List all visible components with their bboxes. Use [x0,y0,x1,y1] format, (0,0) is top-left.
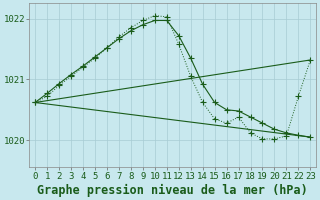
X-axis label: Graphe pression niveau de la mer (hPa): Graphe pression niveau de la mer (hPa) [37,183,308,197]
